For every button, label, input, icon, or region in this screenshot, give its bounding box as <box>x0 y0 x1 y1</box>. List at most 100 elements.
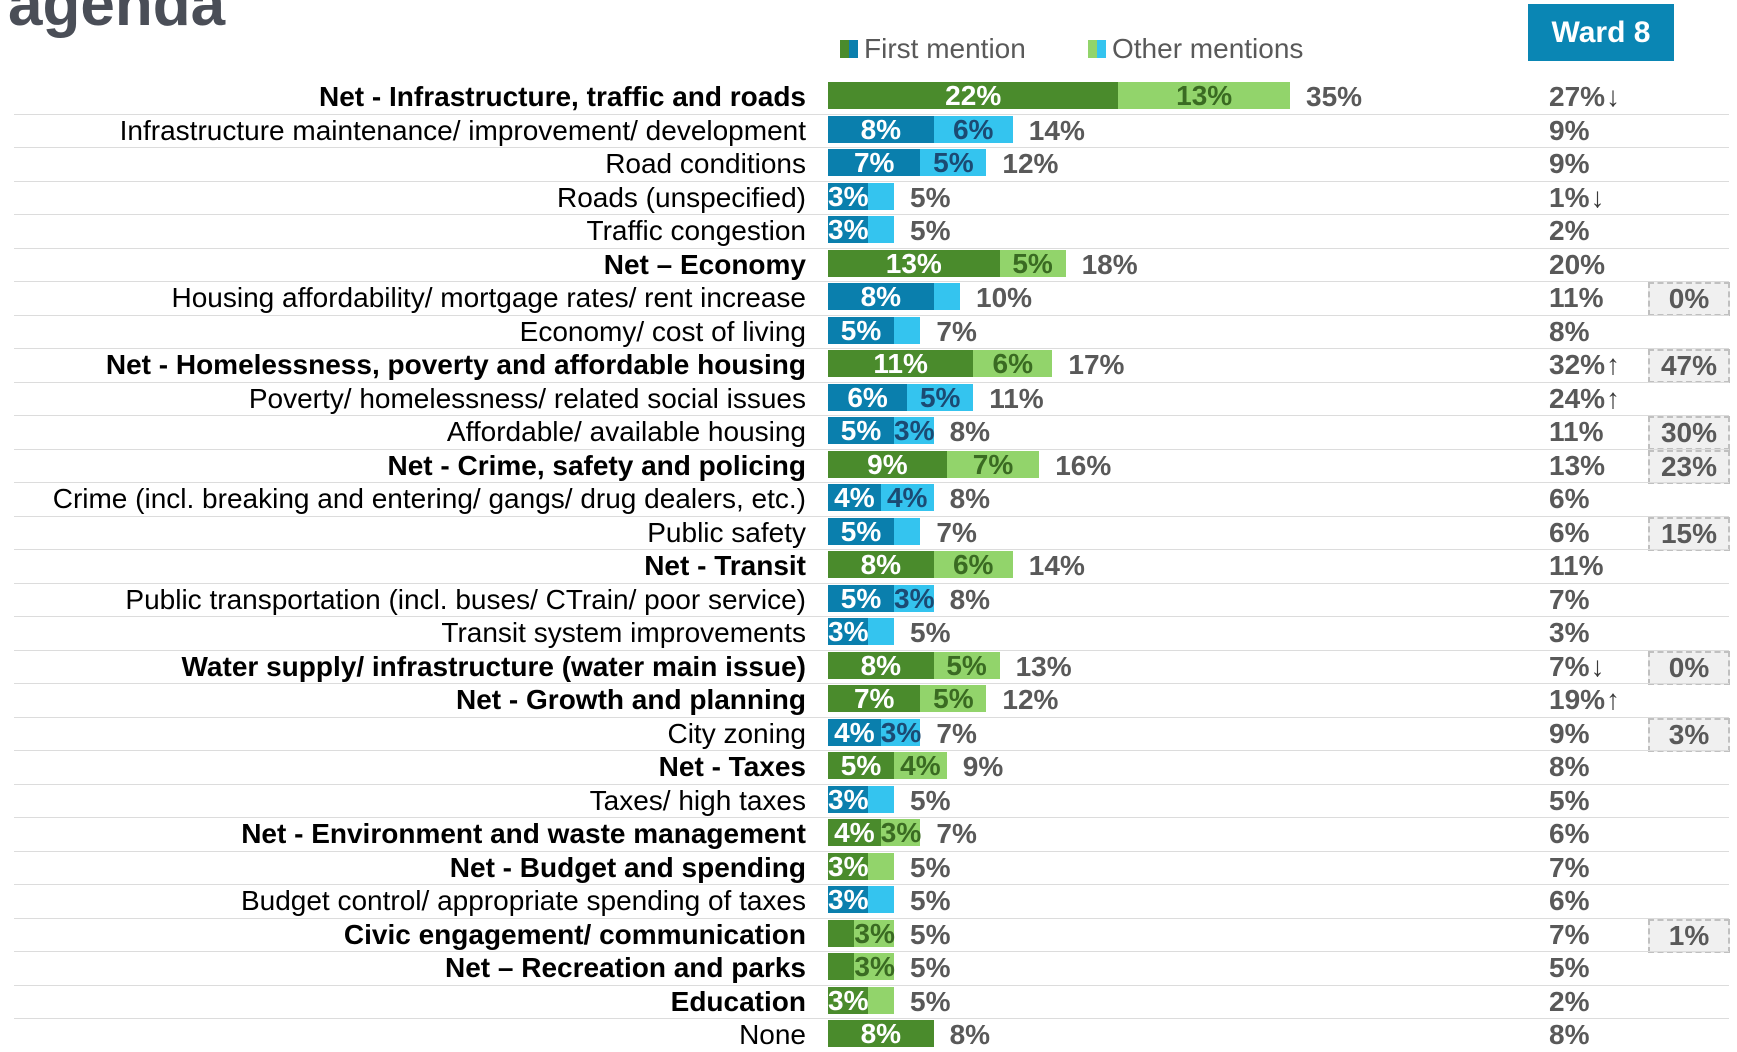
ward-value: 7% <box>1549 918 1590 950</box>
arrow-down-icon: ↓ <box>1590 650 1605 682</box>
chart-row: Civic engagement/ communication 3% 5% 7% 1% <box>0 918 1737 953</box>
row-label: None <box>739 1019 806 1050</box>
bar-segment-other-mentions: 5% <box>920 685 987 713</box>
bar-segment-first-mention: 3% <box>828 850 869 882</box>
bar-segment-other-mentions: 6% <box>933 115 1013 143</box>
row-total-label: 11% <box>989 382 1044 414</box>
comparison-value-box: 47% <box>1648 349 1730 383</box>
row-label: Net - Growth and planning <box>456 684 806 715</box>
row-bar: 8% <box>828 283 960 311</box>
bar-segment-other-mentions: 3% <box>880 817 922 848</box>
page-title: agenda <box>8 0 226 39</box>
row-bar: 3% <box>828 953 895 981</box>
row-bar: 8% 6% <box>828 551 1013 579</box>
row-divider <box>14 783 1729 785</box>
row-divider <box>14 616 1729 617</box>
row-divider <box>14 314 1729 316</box>
row-total-label: 5% <box>910 851 951 883</box>
row-bar: 9% 7% <box>828 450 1040 478</box>
row-label: Poverty/ homelessness/ related social is… <box>248 382 806 414</box>
row-total-label: 8% <box>949 1019 991 1050</box>
legend-first-mention: First mention <box>840 33 1026 65</box>
row-total-label: 14% <box>1028 550 1085 581</box>
bar-segment-first-mention: 8% <box>828 651 934 679</box>
row-label: Net - Environment and waste management <box>241 818 806 849</box>
bar-segment-other-mentions <box>867 182 894 210</box>
chart-row: Public transportation (incl. buses/ CTra… <box>0 583 1737 617</box>
row-divider <box>14 482 1729 483</box>
bar-segment-other-mentions: 7% <box>946 450 1040 478</box>
bar-segment-first-mention: 5% <box>828 417 894 445</box>
bar-segment-other-mentions: 6% <box>973 350 1053 378</box>
bar-segment-first-mention: 8% <box>828 283 934 311</box>
legend-other-swatch <box>1088 40 1106 58</box>
row-label: Education <box>670 985 806 1017</box>
comparison-value-box: 23% <box>1648 449 1730 484</box>
bar-segment-other-mentions <box>867 618 894 645</box>
chart-row: Roads (unspecified) 3% 5% 1%↓ <box>0 181 1737 215</box>
row-label: Public transportation (incl. buses/ CTra… <box>125 583 806 615</box>
chart-row: Net - Crime, safety and policing 9% 7% 16% 1… <box>0 449 1737 484</box>
chart-row: Crime (incl. breaking and entering/ gang… <box>0 482 1737 516</box>
ward-value: 6% <box>1549 818 1590 849</box>
row-divider <box>14 951 1729 952</box>
legend-first-swatch <box>840 40 858 58</box>
row-bar: 8% 5% <box>828 651 1000 679</box>
row-total-label: 5% <box>910 952 951 983</box>
row-divider <box>14 281 1729 282</box>
ward-value: 20% <box>1549 248 1606 280</box>
row-divider <box>14 917 1729 919</box>
bar-segment-first-mention: 8% <box>828 1020 934 1048</box>
ward-value: 3% <box>1549 617 1590 648</box>
chart-row: Net - Growth and planning 7% 5% 12% 19%↑ <box>0 683 1737 717</box>
row-label: Road conditions <box>605 148 806 179</box>
row-label: City zoning <box>667 717 806 749</box>
row-label: Net - Crime, safety and policing <box>387 449 806 481</box>
bar-segment-other-mentions <box>867 852 894 880</box>
bar-segment-first-mention: 3% <box>828 984 869 1016</box>
row-bar: 4% 3% <box>828 817 922 848</box>
row-label: Transit system improvements <box>441 617 806 648</box>
bar-segment-other-mentions: 4% <box>880 484 934 512</box>
ward-value: 7%↓ <box>1549 650 1605 682</box>
row-total-label: 7% <box>936 818 977 849</box>
bar-segment-first-mention: 5% <box>828 517 894 545</box>
ward-value: 9% <box>1549 717 1590 749</box>
row-divider <box>14 649 1729 651</box>
ward-value: 24%↑ <box>1549 382 1621 414</box>
row-divider <box>14 415 1729 416</box>
chart-row: Transit system improvements 3% 5% 3% <box>0 616 1737 650</box>
row-bar: 5% 4% <box>828 752 947 780</box>
row-label: Housing affordability/ mortgage rates/ r… <box>171 282 806 313</box>
row-total-label: 16% <box>1055 449 1112 481</box>
row-label: Infrastructure maintenance/ improvement/… <box>119 114 806 146</box>
arrow-down-icon: ↓ <box>1606 81 1621 112</box>
ward-value: 2% <box>1549 215 1590 246</box>
row-label: Taxes/ high taxes <box>589 784 806 816</box>
row-label: Net - Taxes <box>658 751 806 782</box>
bar-segment-other-mentions <box>894 517 921 545</box>
chart-row: Economy/ cost of living 5% 7% 8% <box>0 315 1737 349</box>
row-total-label: 9% <box>962 751 1004 782</box>
ward-value: 2% <box>1549 985 1590 1017</box>
ward-value: 7% <box>1549 851 1590 883</box>
row-label: Net - Transit <box>644 550 806 581</box>
row-total-label: 8% <box>949 416 991 447</box>
row-divider <box>14 549 1729 550</box>
chart-row: City zoning 4% 3% 7% 9% 3% <box>0 717 1737 752</box>
row-bar: 11% 6% <box>828 350 1053 378</box>
row-label: Public safety <box>647 516 806 548</box>
bar-segment-first-mention: 11% <box>828 350 974 378</box>
row-total-label: 5% <box>910 617 951 648</box>
row-label: Net - Infrastructure, traffic and roads <box>319 81 806 112</box>
row-divider <box>14 850 1729 852</box>
row-total-label: 5% <box>910 918 951 950</box>
row-label: Net - Budget and spending <box>449 851 806 883</box>
row-label: Economy/ cost of living <box>519 315 806 347</box>
row-bar: 3% <box>828 984 894 1016</box>
row-label: Civic engagement/ communication <box>343 918 806 950</box>
ward-value: 27%↓ <box>1549 81 1621 112</box>
bar-segment-first-mention: 5% <box>828 752 894 780</box>
row-bar: 5% 3% <box>828 417 934 445</box>
row-total-label: 5% <box>910 985 951 1017</box>
